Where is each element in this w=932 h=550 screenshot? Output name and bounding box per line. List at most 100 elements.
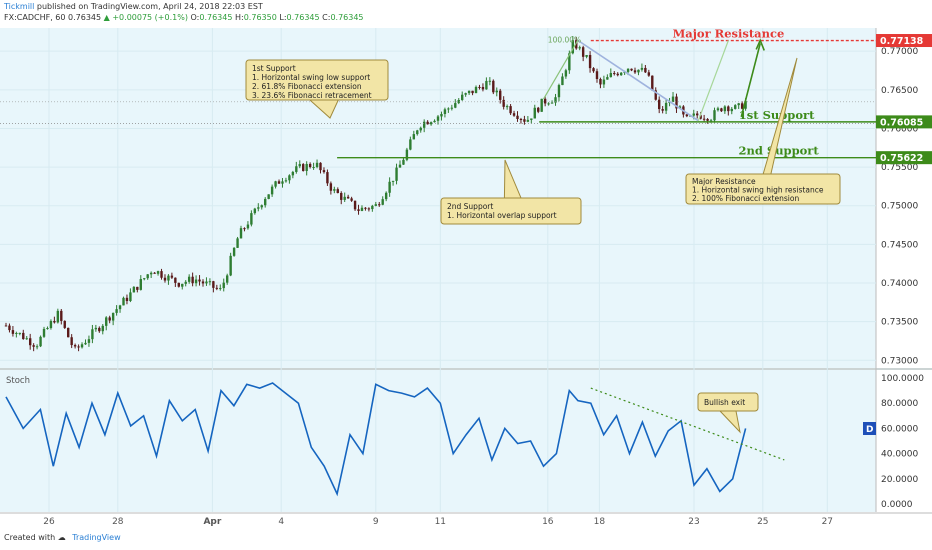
candle-body <box>671 96 675 103</box>
candle-body <box>122 297 125 306</box>
candle-body <box>709 120 713 122</box>
candle-body <box>585 54 588 57</box>
candle-body <box>260 205 263 208</box>
candle-body <box>633 70 637 73</box>
candle-body <box>222 282 225 289</box>
candle-body <box>11 330 15 334</box>
time-tick-label: Apr <box>203 517 221 527</box>
candle-body <box>343 196 346 200</box>
candle-body <box>374 204 377 206</box>
bullish-arrow-line <box>740 43 761 118</box>
candle-body <box>613 73 616 75</box>
candle-body <box>346 196 350 199</box>
candle-body <box>561 76 564 86</box>
candle-body <box>443 109 447 114</box>
candle-body <box>734 105 737 109</box>
candle-body <box>357 209 360 211</box>
candle-body <box>668 102 671 104</box>
candle-body <box>35 346 39 348</box>
major-resistance-note-line: 1. Horizontal swing high resistance <box>692 186 824 195</box>
major-resistance-note-line: 2. 100% Fibonacci extension <box>692 194 799 203</box>
candle-body <box>84 342 87 345</box>
candle-body <box>22 332 25 340</box>
candle-body <box>336 189 339 193</box>
first-support-note-box <box>245 59 389 101</box>
candle-body <box>315 162 319 168</box>
level-price-label: 0.76085 <box>880 117 923 128</box>
stoch-tick-label: 0.0000 <box>881 500 913 510</box>
stoch-series-line <box>5 382 747 497</box>
candle-body <box>212 281 215 288</box>
candle-body <box>288 175 291 181</box>
candle-body <box>215 287 219 289</box>
candle-body <box>225 275 229 283</box>
candle-body <box>499 90 502 100</box>
candle-body <box>395 167 398 181</box>
candle-body <box>274 181 277 187</box>
candle-body <box>595 71 599 80</box>
candle-body <box>384 192 388 200</box>
candle-body <box>433 120 436 123</box>
candle-body <box>568 53 571 71</box>
candle-body <box>312 167 315 169</box>
change-value: ▲ +0.00075 (+0.1%) <box>103 13 188 22</box>
stoch-legend-label: D <box>866 425 873 435</box>
author-link[interactable]: Tickmill <box>4 2 35 11</box>
time-tick-label: 27 <box>822 517 833 527</box>
candle-body <box>523 119 526 122</box>
published-text: published on TradingView.com, April 24, … <box>36 2 263 11</box>
candle-body <box>198 279 201 282</box>
candle-body <box>630 68 633 71</box>
candle-body <box>205 281 208 284</box>
candle-body <box>454 103 457 108</box>
price-tick-label: 0.74000 <box>881 279 918 289</box>
time-tick-label: 11 <box>435 517 446 527</box>
level-price-tag <box>876 115 932 129</box>
candle-body <box>730 108 733 112</box>
candle-body <box>740 103 744 109</box>
candle-body <box>270 186 274 195</box>
candle-body <box>333 189 336 191</box>
high-value: 0.76350 <box>243 13 277 22</box>
candle-body <box>657 99 661 110</box>
candle-body <box>519 119 523 121</box>
candle-body <box>305 163 308 171</box>
candle-body <box>727 106 730 112</box>
candle-body <box>350 198 353 201</box>
candle-body <box>340 192 343 200</box>
time-tick-label: 26 <box>43 517 55 527</box>
time-tick-label: 9 <box>373 517 379 527</box>
candle-body <box>101 325 104 332</box>
candle-body <box>264 198 267 206</box>
stoch-trendline <box>590 387 785 461</box>
candle-body <box>253 208 257 214</box>
candle-body <box>578 47 581 49</box>
candle-body <box>250 213 253 225</box>
level-price-tag <box>876 151 932 165</box>
candle-body <box>554 97 557 103</box>
candle-body <box>571 40 574 54</box>
stoch-title: Stoch <box>6 376 30 386</box>
open-label: O: <box>190 13 200 22</box>
candle-body <box>367 208 371 210</box>
candle-body <box>426 121 429 125</box>
candle-body <box>18 332 22 334</box>
candle-body <box>295 166 298 172</box>
candle-body <box>46 328 49 330</box>
candle-body <box>661 109 664 111</box>
tradingview-brand[interactable]: TradingView <box>72 533 121 542</box>
candle-body <box>98 327 101 332</box>
candle-body <box>149 272 153 275</box>
candle-body <box>685 114 689 117</box>
symbol-label: FX:CADCHF, 60 <box>4 13 66 22</box>
candle-body <box>505 106 509 108</box>
publish-line: Tickmill published on TradingView.com, A… <box>4 2 263 11</box>
candle-body <box>246 224 250 229</box>
candle-body <box>644 67 647 73</box>
candle-body <box>118 305 122 310</box>
first-support-note-line: 1st Support <box>252 64 296 73</box>
candle-body <box>239 228 243 239</box>
candle-body <box>530 118 533 120</box>
candle-body <box>723 106 727 112</box>
